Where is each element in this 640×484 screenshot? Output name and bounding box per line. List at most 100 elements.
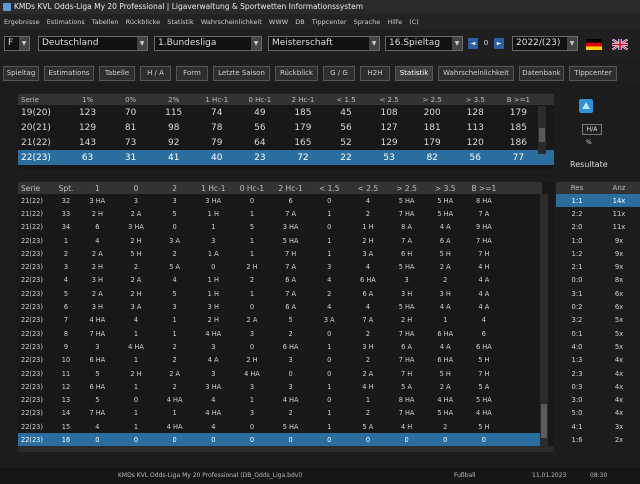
percent-toggle[interactable]: % [586,139,592,146]
menu-rueckblicke[interactable]: Rückblicke [125,18,161,26]
summary-col-header[interactable]: < 1.5 [324,94,368,105]
list-item[interactable]: 3:0 4x [556,393,640,406]
menu-tabellen[interactable]: Tabellen [91,18,119,26]
tab-rueckblick[interactable]: Rückblick [275,66,318,81]
results-col-header[interactable]: Res [556,182,598,194]
menu-estimations[interactable]: Estimations [46,18,85,26]
table-row[interactable]: 22(23) 13 5 0 4 HA 4 1 4 HA 0 1 8 HA 4 HA 5 HA [18,393,554,406]
tab-h2h[interactable]: H2H [360,66,390,81]
menu-tippcenter[interactable]: Tippcenter [311,18,347,26]
list-item[interactable]: 0:2 6x [556,300,640,313]
summary-col-header[interactable]: > 2.5 [410,94,454,105]
detail-col-header[interactable]: < 2.5 [348,182,388,194]
tab-tippcenter[interactable]: Tippcenter [569,66,617,81]
table-row[interactable]: 22(23) 6 3 H 3 A 3 3 H 0 6 A 4 4 5 HA 4 A 4 A [18,300,554,313]
table-row[interactable]: 22(23) 2 2 A 5 H 2 1 A 1 7 H 1 3 A 6 H 5 H 7 H [18,247,554,260]
table-row[interactable]: 21(22) 32 3 HA 3 3 3 HA 0 6 0 4 5 HA 5 HA 8 HA [18,194,554,207]
menu-copyright[interactable]: (C) [409,18,419,26]
summary-col-header[interactable]: 2 Hc-1 [281,94,325,105]
list-item[interactable]: 1:3 4x [556,354,640,367]
detail-col-header[interactable]: Spt. [54,182,78,194]
menu-ergebnisse[interactable]: Ergebnisse [4,18,40,26]
detail-col-header[interactable]: < 1.5 [309,182,349,194]
list-item[interactable]: 1:6 2x [556,433,640,446]
table-row[interactable]: 22(23) 16 0 0 0 0 0 0 0 0 0 0 0 [18,433,554,447]
list-item[interactable]: 2:3 4x [556,367,640,380]
detail-col-header[interactable]: 0 Hc-1 [232,182,272,194]
table-row[interactable]: 22(23) 4 3 H 2 A 4 1 H 2 6 A 4 6 HA 3 2 4 A [18,274,554,287]
country-select[interactable]: Deutschland ▼ [38,36,148,51]
list-item[interactable]: 0:0 8x [556,274,640,287]
list-item[interactable]: 2:1 9x [556,260,640,273]
summary-col-header[interactable]: 0% [109,94,153,105]
tab-estimations[interactable]: Estimations [44,66,94,81]
summary-row[interactable]: 20(21) 129 81 98 78 56 179 56 127 181 113 185 [18,120,554,135]
menu-www[interactable]: WWW [268,18,289,26]
detail-col-header[interactable]: 1 [78,182,117,194]
table-row[interactable]: 21(22) 34 6 3 HA 0 1 5 3 HA 0 1 H 8 A 4 A 9 HA [18,221,554,234]
tab-statistik[interactable]: Statistik [395,66,433,81]
detail-col-header[interactable]: > 2.5 [387,182,426,194]
menu-sprache[interactable]: Sprache [353,18,381,26]
summary-col-header[interactable]: 0 Hc-1 [238,94,282,105]
tab-datenbank[interactable]: Datenbank [519,66,564,81]
detail-col-header[interactable]: B >=1 [464,182,504,194]
menu-hilfe[interactable]: Hilfe [387,18,403,26]
summary-col-header[interactable]: B >=1 [496,94,540,105]
summary-scrollbar[interactable] [538,106,546,154]
summary-scroll-thumb[interactable] [539,128,545,142]
tab-wahrscheinlichkeit[interactable]: Wahrscheinlichkeit [438,66,514,81]
summary-col-header[interactable]: < 2.5 [367,94,411,105]
list-item[interactable]: 1:2 9x [556,247,640,260]
list-item[interactable]: 0:1 5x [556,327,640,340]
list-item[interactable]: 2:2 11x [556,207,640,220]
season-select[interactable]: 2022/(23) ▼ [512,36,578,51]
table-row[interactable]: 21(22) 33 2 H 2 A 5 1 H 1 7 A 1 2 7 HA 5 HA 7 A [18,207,554,220]
table-row[interactable]: 22(23) 11 5 2 H 2 A 3 4 HA 0 0 2 A 7 H 5 H 7 H [18,367,554,380]
summary-col-header[interactable]: 2% [152,94,196,105]
list-item[interactable]: 0:3 4x [556,380,640,393]
paint-icon[interactable] [578,98,594,114]
german-flag-icon[interactable] [586,39,602,50]
list-item[interactable]: 1:1 14x [556,194,640,208]
filter-select[interactable]: F ▼ [4,36,30,51]
tab-spieltag[interactable]: Spieltag [3,66,39,81]
table-row[interactable]: 22(23) 7 4 HA 4 1 2 H 2 A 5 3 A 7 A 2 H 1 4 [18,314,554,327]
menu-wahrscheinlichkeit[interactable]: Wahrscheinlichkeit [200,18,262,26]
table-row[interactable]: 22(23) 9 3 4 HA 2 3 0 6 HA 1 3 H 6 A 4 A 6 HA [18,340,554,353]
menu-db[interactable]: DB [295,18,305,26]
tab-home-away[interactable]: H / A [140,66,171,81]
tab-tabelle[interactable]: Tabelle [99,66,135,81]
table-row[interactable]: 22(23) 3 2 H 2 5 A 0 2 H 7 A 3 4 5 HA 2 A 4 H [18,260,554,273]
league-select[interactable]: 1.Bundesliga ▼ [154,36,262,51]
mode-select[interactable]: Meisterschaft ▼ [268,36,380,51]
next-matchday-button[interactable]: ► [494,38,504,49]
list-item[interactable]: 4:1 3x [556,420,640,433]
detail-scroll-thumb[interactable] [541,404,547,438]
detail-col-header[interactable]: 1 Hc-1 [193,182,233,194]
menu-statistik[interactable]: Statistik [167,18,194,26]
detail-col-header[interactable]: 2 Hc-1 [271,182,310,194]
list-item[interactable]: 3:1 6x [556,287,640,300]
tab-form[interactable]: Form [176,66,208,81]
summary-row[interactable]: 22(23) 63 31 41 40 23 72 22 53 82 56 77 [18,150,554,165]
table-row[interactable]: 22(23) 1 4 2 H 3 A 3 1 5 HA 1 2 H 7 A 6 A 7 HA [18,234,554,247]
detail-col-header[interactable]: > 3.5 [425,182,465,194]
table-row[interactable]: 22(23) 14 7 HA 1 1 4 HA 3 2 1 2 7 HA 5 HA 4 HA [18,407,554,420]
detail-scrollbar[interactable] [540,194,548,446]
previous-matchday-button[interactable]: ◄ [468,38,478,49]
table-row[interactable]: 22(23) 8 7 HA 1 1 4 HA 3 2 0 2 7 HA 6 HA 6 [18,327,554,340]
tab-letzte-saison[interactable]: Letzte Saison [213,66,270,81]
table-row[interactable]: 22(23) 10 6 HA 1 2 4 A 2 H 3 0 2 7 HA 6 HA 5 H [18,354,554,367]
list-item[interactable]: 4:0 5x [556,340,640,353]
tab-g-g[interactable]: G / G [323,66,355,81]
home-away-toggle[interactable]: H/A [582,124,602,135]
summary-col-header[interactable]: Serie [18,94,66,105]
detail-col-header[interactable]: 0 [116,182,156,194]
matchday-select[interactable]: 16.Spieltag ▼ [385,36,463,51]
table-row[interactable]: 22(23) 15 4 1 4 HA 4 0 5 HA 1 5 A 4 H 2 5 H [18,420,554,433]
detail-col-header[interactable]: 2 [155,182,194,194]
summary-row[interactable]: 21(22) 143 73 92 79 64 165 52 129 179 120 186 [18,135,554,150]
summary-col-header[interactable]: 1% [66,94,110,105]
